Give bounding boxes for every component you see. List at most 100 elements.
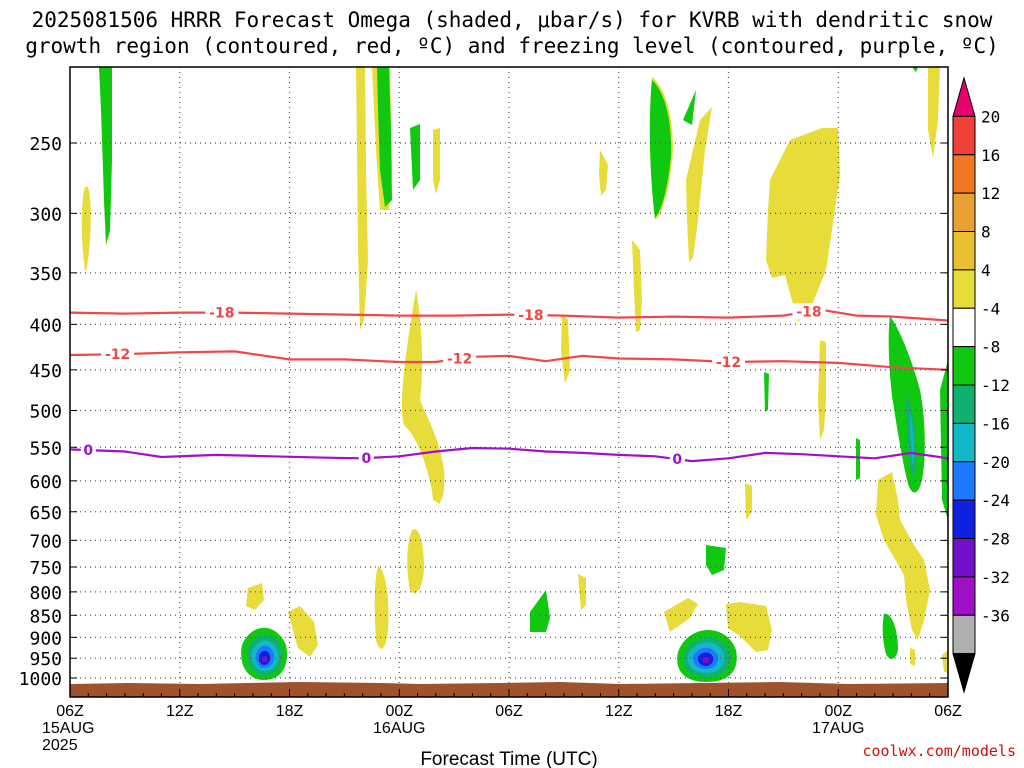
y-tick-label: 950: [29, 649, 62, 670]
contour-label-bg: [358, 450, 374, 467]
colorbar-label: 8: [981, 223, 991, 242]
y-tick-label: 550: [29, 438, 62, 459]
omega-negative-area: [912, 67, 918, 72]
contour-label-bg: [712, 354, 745, 371]
y-tick-label: 500: [29, 402, 62, 423]
x-tick-label: 06Z: [495, 703, 523, 720]
colorbar-swatch: [952, 346, 976, 386]
contour-label: -12: [716, 355, 741, 371]
omega-positive-area: [726, 602, 772, 652]
y-tick-label: 250: [29, 134, 62, 155]
contour-label: -12: [105, 347, 130, 363]
omega-positive-area: [81, 186, 91, 272]
x-tick-label: 15AUG: [42, 720, 94, 737]
colorbar-swatch: [952, 192, 976, 232]
y-tick-label: 850: [29, 606, 62, 627]
x-tick-label: 12Z: [166, 703, 194, 720]
y-tick-label: 350: [29, 264, 62, 285]
omega-positive-area: [407, 529, 424, 594]
colorbar-swatch: [952, 461, 976, 501]
omega-negative-area: [410, 124, 420, 190]
credit-text: coolwx.com/models: [862, 742, 1016, 760]
colorbar-swatch: [952, 307, 976, 348]
y-tick-label: 900: [29, 628, 62, 649]
omega-positive-area: [433, 128, 440, 194]
omega-positive-area: [686, 107, 712, 262]
omega-positive-area: [632, 240, 642, 332]
x-tick-label: 2025: [42, 737, 78, 754]
chart-title-line2: growth region (contoured, red, ºC) and f…: [25, 34, 999, 58]
omega-positive-area: [561, 314, 570, 384]
y-tick-label: 800: [29, 583, 62, 604]
x-tick-label: 17AUG: [812, 720, 864, 737]
y-tick-label: 400: [29, 315, 62, 336]
chart-title-line1: 2025081506 HRRR Forecast Omega (shaded, …: [31, 8, 993, 32]
colorbar-label: 4: [981, 261, 991, 280]
colorbar-swatch: [952, 269, 976, 309]
colorbar-label: -36: [981, 606, 1010, 625]
colorbar-label: -24: [981, 491, 1010, 510]
colorbar-label: 20: [981, 107, 1000, 126]
colorbar-swatch: [952, 384, 976, 424]
colorbar-label: -32: [981, 568, 1010, 587]
colorbar-label: -12: [981, 376, 1010, 395]
omega-positive-area: [246, 583, 264, 610]
colorbar-swatch: [952, 614, 976, 655]
contour-line: [69, 350, 949, 371]
colorbar-label: -8: [981, 338, 1000, 357]
contour-label-bg: [514, 307, 548, 324]
contour-line: [69, 446, 949, 463]
colorbar-swatch: [952, 231, 976, 271]
omega-positive-area: [356, 67, 368, 330]
colorbar: 20 16 12 8 4 -4 -8 -12 -16 -20 -24 -28 -32 -36: [952, 76, 1010, 694]
x-axis-label: Forecast Time (UTC): [420, 749, 597, 768]
contour-label-bg: [443, 350, 477, 367]
colorbar-label: 16: [981, 146, 1000, 165]
temperature-contours: -18 -18 -18 -12 -12 -12 0 0 0: [69, 303, 949, 468]
colorbar-swatch: [952, 538, 976, 578]
colorbar-swatch: [952, 576, 976, 616]
contour-label: -18: [796, 304, 821, 320]
x-tick-label: 16AUG: [373, 720, 425, 737]
colorbar-swatch: [952, 499, 976, 539]
contour-label: -18: [209, 306, 234, 322]
omega-positive-area: [374, 566, 389, 649]
omega-positive-area: [766, 128, 840, 322]
omega-negative-area: [99, 67, 112, 244]
contour-label: 0: [361, 451, 371, 467]
x-tick-label: 06Z: [56, 703, 84, 720]
y-axis: 2503003504004505005506006507007508008509…: [19, 134, 948, 690]
contour-label: 0: [83, 443, 93, 459]
x-tick-label: 00Z: [385, 703, 413, 720]
omega-negative-area: [377, 67, 392, 207]
omega-positive-area: [876, 472, 930, 640]
y-tick-label: 300: [29, 204, 62, 225]
omega-core-center: [262, 656, 267, 662]
y-tick-label: 450: [29, 361, 62, 382]
y-tick-label: 750: [29, 558, 62, 579]
colorbar-bottom-triangle: [952, 653, 976, 694]
omega-positive-area: [942, 650, 948, 672]
x-tick-label: 00Z: [824, 703, 852, 720]
y-tick-label: 1000: [19, 669, 62, 690]
colorbar-label: -20: [981, 453, 1010, 472]
omega-core-center: [703, 657, 709, 663]
omega-negative-area: [764, 372, 769, 412]
omega-positive-area: [928, 67, 940, 158]
contour-label-bg: [205, 304, 239, 321]
colorbar-swatch: [952, 422, 976, 463]
omega-positive-area: [578, 574, 586, 610]
y-tick-label: 600: [29, 472, 62, 493]
omega-negative-area: [530, 590, 550, 632]
omega-positive-area: [427, 440, 444, 504]
colorbar-swatch: [952, 115, 976, 156]
omega-core-15aug: [241, 627, 288, 680]
omega-positive-area: [818, 340, 826, 440]
omega-negative-area: [649, 80, 672, 218]
y-tick-label: 700: [29, 531, 62, 552]
x-tick-label: 18Z: [276, 703, 304, 720]
contour-label: 0: [672, 452, 682, 468]
colorbar-swatch: [952, 154, 976, 194]
contour-label-bg: [669, 451, 685, 468]
